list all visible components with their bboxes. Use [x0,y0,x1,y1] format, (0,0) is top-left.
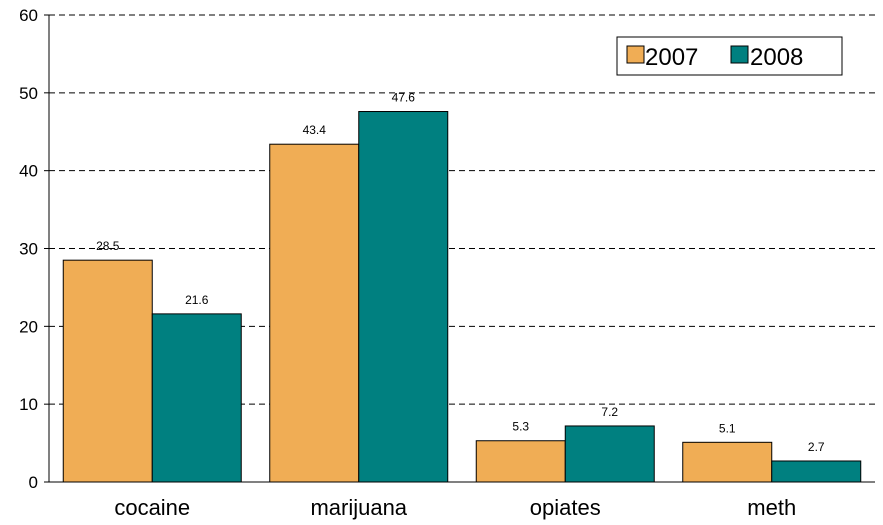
legend-label-2007: 2007 [645,44,698,71]
legend-box [616,36,843,76]
data-label-meth-2008: 2.7 [808,440,825,454]
legend-swatch-2008 [730,45,749,64]
y-tick-labels: 0 10 20 30 40 50 60 [19,6,49,492]
data-label-marijuana-2007: 43.4 [303,123,327,137]
bar-opiates-2007 [475,440,566,483]
bars [62,111,862,483]
y-tick-label: 10 [19,395,38,414]
y-tick-label: 0 [29,473,38,492]
legend: 2007 2008 [616,36,843,76]
data-labels: 28.5 21.6 43.4 47.6 5.3 7.2 5.1 2.7 [96,91,825,454]
category-label-cocaine: cocaine [114,495,190,520]
category-label-meth: meth [747,495,796,520]
category-label-opiates: opiates [530,495,601,520]
bar-cocaine-2008 [151,313,242,483]
y-tick-label: 50 [19,84,38,103]
data-label-opiates-2008: 7.2 [601,405,618,419]
y-tick-label: 60 [19,6,38,25]
bar-marijuana-2008 [358,111,449,483]
bar-cocaine-2007 [62,259,153,483]
category-labels: cocaine marijuana opiates meth [114,495,796,520]
data-label-cocaine-2008: 21.6 [185,293,209,307]
bar-opiates-2008 [564,425,655,483]
y-tick-label: 20 [19,317,38,336]
category-label-marijuana: marijuana [310,495,407,520]
data-label-meth-2007: 5.1 [719,421,736,435]
data-label-marijuana-2008: 47.6 [392,91,416,105]
legend-label-2008: 2008 [750,44,803,71]
data-label-opiates-2007: 5.3 [512,420,529,434]
bar-marijuana-2007 [269,143,360,483]
bar-meth-2008 [771,460,862,483]
legend-swatch-2007 [626,45,645,64]
y-tick-label: 30 [19,240,38,259]
y-tick-label: 40 [19,162,38,181]
bar-meth-2007 [682,441,773,483]
data-label-cocaine-2007: 28.5 [96,239,120,253]
grid-lines [49,14,875,405]
